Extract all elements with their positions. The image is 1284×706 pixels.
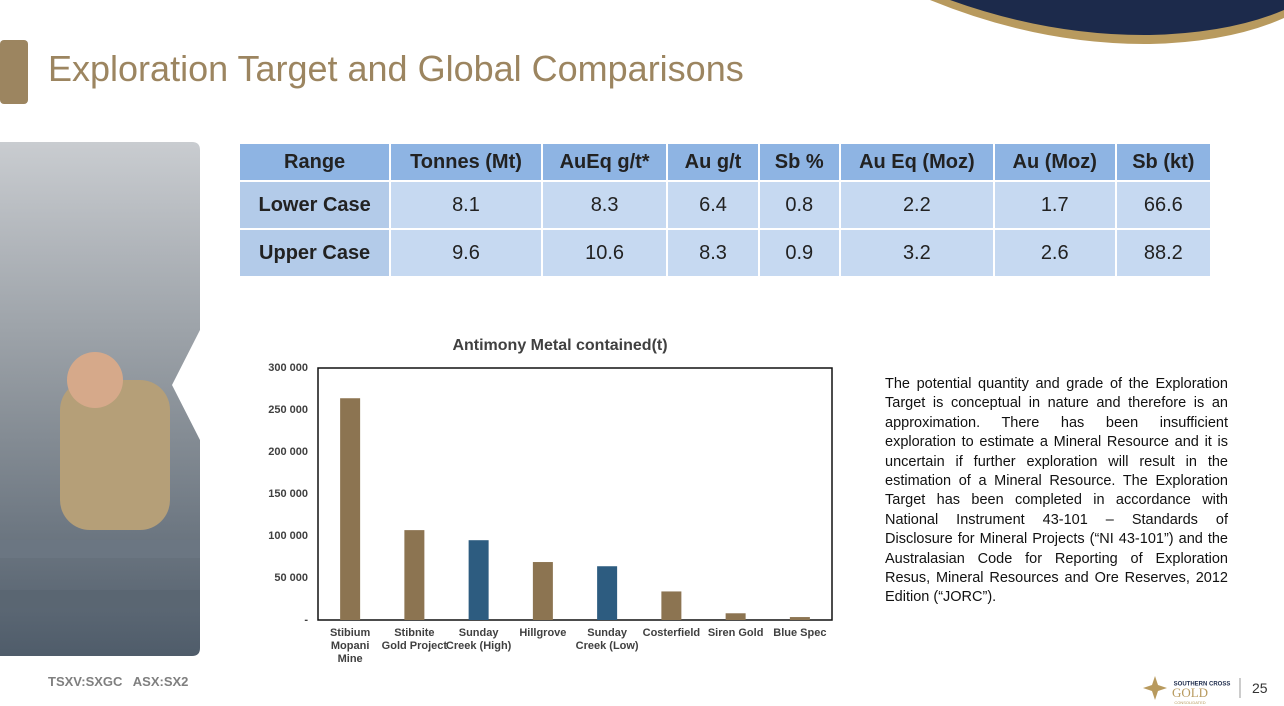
- x-tick-label: Stibium Mopani Mine: [329, 627, 371, 665]
- logo-top: SOUTHERN CROSS: [1174, 682, 1231, 688]
- header-cell: Au Eq (Moz): [838, 142, 995, 182]
- x-tick-label: Siren Gold: [707, 627, 764, 639]
- cell: 8.1: [389, 180, 543, 230]
- photo-head: [67, 352, 123, 408]
- header-cell: Au g/t: [666, 142, 760, 182]
- title-tab: [0, 40, 28, 104]
- y-tick-label: 150 000: [268, 488, 308, 500]
- y-tick-label: -: [304, 614, 308, 626]
- table: Range Tonnes (Mt) AuEq g/t* Au g/t Sb % Au Eq…: [237, 142, 1213, 278]
- page-number: 25: [1252, 680, 1268, 696]
- header-cell: AuEq g/t*: [540, 142, 669, 182]
- wave: [950, 0, 1284, 36]
- header-cell: Sb (kt): [1114, 142, 1213, 182]
- header-row: Range Tonnes (Mt) AuEq g/t* Au g/t Sb % Au Eq…: [237, 142, 1213, 182]
- cell: 1.7: [992, 180, 1117, 230]
- x-tick-label: Hillgrove: [519, 627, 567, 639]
- cell: 0.9: [757, 228, 841, 278]
- cell: 8.3: [666, 228, 760, 278]
- logo-main: GOLD: [1172, 685, 1208, 700]
- x-tick-label: Blue Spec: [773, 627, 827, 639]
- cell: 3.2: [838, 228, 995, 278]
- bar: [661, 591, 682, 620]
- logo-sub: CONSOLIDATED: [1174, 700, 1205, 705]
- x-tick-label: Sunday Creek (High): [445, 627, 512, 652]
- row-label: Upper Case: [237, 228, 392, 278]
- title: Exploration Target and Global Comparison…: [48, 48, 744, 89]
- cell: 10.6: [540, 228, 669, 278]
- x-tick-label: Sunday Creek (Low): [575, 627, 639, 652]
- cell: 88.2: [1114, 228, 1213, 278]
- y-tick-label: 100 000: [268, 530, 308, 542]
- tickers: TSXV:SXGC ASX:SX2: [48, 674, 189, 689]
- row-label: Lower Case: [237, 180, 392, 230]
- row: Lower Case 8.1 8.3 6.4 0.8 2.2 1.7 66.6: [237, 180, 1213, 230]
- header-cell: Tonnes (Mt): [389, 142, 543, 182]
- y-tick-label: 250 000: [268, 404, 308, 416]
- cell: 0.8: [757, 180, 841, 230]
- header-cell: Range: [237, 142, 392, 182]
- bar: [597, 566, 618, 620]
- row: Upper Case 9.6 10.6 8.3 0.9 3.2 2.6 88.2: [237, 228, 1213, 278]
- paragraph: The potential quantity and grade of the …: [885, 376, 1228, 606]
- header-cell: Au (Moz): [992, 142, 1117, 182]
- y-tick-label: 300 000: [268, 362, 308, 374]
- y-tick-label: 200 000: [268, 446, 308, 458]
- cell: 66.6: [1114, 180, 1213, 230]
- y-tick-label: 50 000: [274, 572, 308, 584]
- photo-figure: [60, 380, 170, 530]
- logo-star: [1143, 676, 1167, 700]
- photo-beam: [0, 540, 200, 558]
- x-tick-label: Costerfield: [642, 627, 701, 639]
- cell: 2.6: [992, 228, 1117, 278]
- cell: 6.4: [666, 180, 760, 230]
- bar: [468, 540, 489, 620]
- cell: 8.3: [540, 180, 669, 230]
- chart-title: Antimony Metal contained(t): [452, 337, 667, 354]
- bar: [789, 617, 810, 620]
- plot-frame: [317, 367, 833, 621]
- header-cell: Sb %: [757, 142, 841, 182]
- bar: [532, 562, 553, 620]
- x-tick-label: Stibnite Gold Project: [381, 627, 448, 652]
- bar: [340, 398, 361, 620]
- cell: 9.6: [389, 228, 543, 278]
- photo-beam: [0, 590, 200, 608]
- cell: 2.2: [838, 180, 995, 230]
- bar: [404, 530, 425, 620]
- bar: [725, 613, 746, 620]
